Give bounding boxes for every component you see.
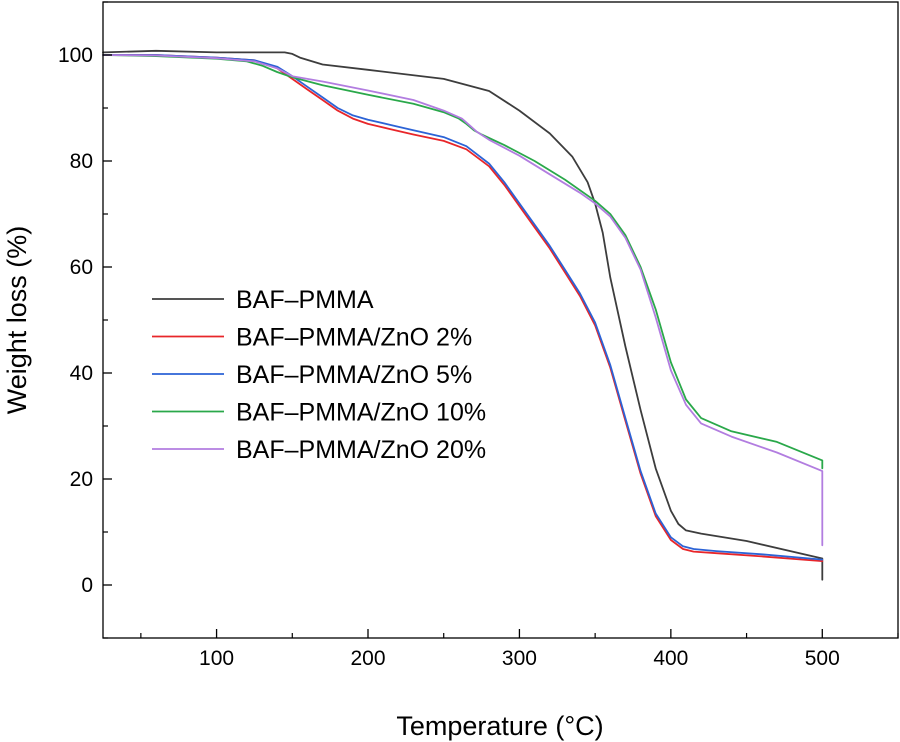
legend-label-3: BAF–PMMA/ZnO 10% bbox=[236, 399, 486, 427]
plot-area: 100 200 300 400 500 0 20 40 60 80 100 bbox=[58, 1, 899, 670]
y-tick-label: 100 bbox=[58, 44, 93, 67]
x-tick-label: 100 bbox=[199, 647, 234, 670]
ticks-layer: 100 200 300 400 500 0 20 40 60 80 100 bbox=[58, 1, 899, 670]
legend-label-2: BAF–PMMA/ZnO 5% bbox=[236, 361, 472, 389]
y-tick-label: 60 bbox=[70, 256, 93, 279]
y-tick-label: 40 bbox=[70, 362, 93, 385]
legend: BAF–PMMA BAF–PMMA/ZnO 2% BAF–PMMA/ZnO 5% BA… bbox=[152, 286, 486, 464]
x-tick-label: 400 bbox=[653, 647, 688, 670]
legend-label-1: BAF–PMMA/ZnO 2% bbox=[236, 324, 472, 352]
y-tick-label: 80 bbox=[70, 150, 93, 173]
y-tick-label: 20 bbox=[70, 468, 93, 491]
y-tick-label: 0 bbox=[81, 574, 93, 597]
legend-label-0: BAF–PMMA bbox=[236, 286, 374, 314]
series-line-2 bbox=[102, 54, 824, 561]
series-line-3 bbox=[102, 54, 824, 470]
legend-label-4: BAF–PMMA/ZnO 20% bbox=[236, 436, 486, 464]
x-axis-title: Temperature (°C) bbox=[396, 711, 603, 741]
series-layer bbox=[102, 49, 824, 581]
x-tick-label: 200 bbox=[350, 647, 385, 670]
x-tick-label: 500 bbox=[805, 647, 840, 670]
y-axis-title: Weight loss (%) bbox=[2, 226, 32, 415]
x-tick-label: 300 bbox=[502, 647, 537, 670]
series-line-4 bbox=[102, 54, 824, 547]
series-line-1 bbox=[102, 54, 824, 562]
series-line-0 bbox=[102, 49, 824, 581]
